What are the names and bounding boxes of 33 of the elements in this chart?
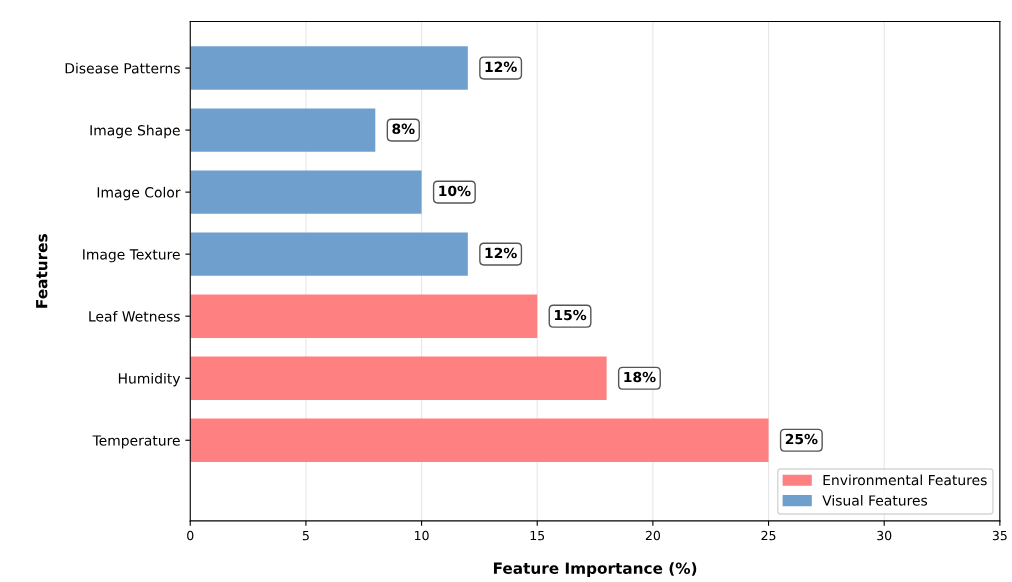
x-axis-title: Feature Importance (%) <box>493 562 697 577</box>
y-axis-title: Features <box>36 234 48 308</box>
data-label: 8% <box>392 123 415 135</box>
y-tick-label: Temperature <box>92 435 180 449</box>
bar <box>190 356 607 400</box>
x-tick-label: 10 <box>414 530 429 541</box>
y-tick-label: Disease Patterns <box>65 62 180 74</box>
data-label: 25% <box>785 433 818 445</box>
data-label: 10% <box>439 185 471 197</box>
x-tick-label: 25 <box>761 530 776 541</box>
y-tick-label: Image Texture <box>83 249 180 263</box>
y-tick-label: Image Color <box>97 186 181 201</box>
bar <box>190 170 422 214</box>
y-tick-label: Leaf Wetness <box>89 310 180 322</box>
data-label: 12% <box>485 61 517 73</box>
x-tick-label: 35 <box>992 530 1007 541</box>
bar <box>190 108 376 152</box>
x-tick-label: 20 <box>645 530 661 541</box>
data-label: 15% <box>554 309 587 321</box>
bar <box>190 46 468 90</box>
legend-label: Visual Features <box>822 494 928 506</box>
x-tick-label: 15 <box>530 531 545 541</box>
data-label: 12% <box>485 247 517 259</box>
x-tick-label: 0 <box>187 530 194 541</box>
x-tick-label: 30 <box>877 530 892 541</box>
data-label: 18% <box>624 371 656 383</box>
x-tick-label: 5 <box>302 531 309 541</box>
bar <box>190 232 468 276</box>
y-tick-label: Humidity <box>118 372 181 387</box>
legend-label: Environmental Features <box>823 474 987 486</box>
bar <box>190 294 538 338</box>
y-tick-label: Image Shape <box>90 124 180 139</box>
bar <box>190 418 769 462</box>
